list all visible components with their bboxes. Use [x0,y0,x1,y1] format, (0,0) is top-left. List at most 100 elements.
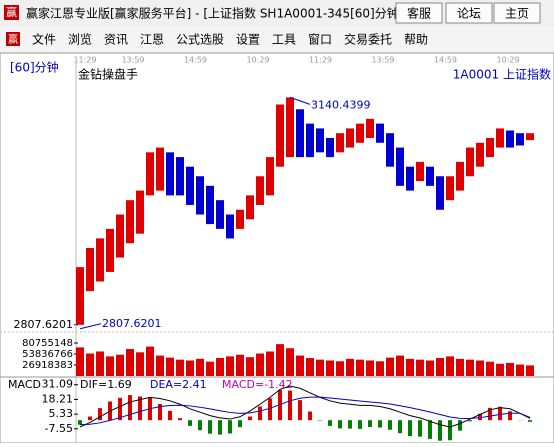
time-label: 10:29 [246,56,269,65]
volume-bar [186,360,194,376]
macd-bar [198,420,202,430]
y-tick-label: 18.21 [42,392,74,405]
app-icon-glyph: 赢 [6,5,17,19]
price-bar [496,128,504,147]
price-bar [316,128,324,152]
volume-bar [226,356,234,376]
menu-item[interactable]: 设置 [236,33,260,47]
price-bar [106,229,114,272]
macd-bar [208,420,212,433]
time-label: 14:59 [184,56,207,65]
price-bar [116,215,124,258]
legend-entry: DIF=1.69 [80,378,132,391]
volume-bar [286,348,294,376]
price-bar [456,162,464,191]
price-bar [336,133,344,152]
price-bar [256,176,264,205]
macd-bar [268,398,272,420]
volume-bar [386,358,394,376]
time-label: 14:59 [434,56,457,65]
volume-bar [336,361,344,376]
macd-bar [428,420,432,439]
menu-item[interactable]: 浏览 [68,32,92,47]
y-tick-label: 26918383 [22,360,73,371]
price-bar [166,152,174,195]
time-label: 13:59 [371,56,394,65]
price-bar [356,124,364,143]
volume-bar [416,360,424,376]
volume-bar [346,359,354,376]
time-label: 11:29 [73,56,96,65]
volume-bar [446,356,454,376]
macd-bar [98,408,102,420]
macd-bar [458,420,462,430]
volume-bar [86,354,94,376]
volume-bar [146,347,154,376]
price-bar [346,128,354,147]
macd-bar [368,420,372,427]
time-label: 13:59 [121,56,144,65]
time-label: 11:29 [309,56,332,65]
window-button-label[interactable]: 论坛 [457,7,481,21]
window-button-label[interactable]: 客服 [407,6,431,21]
annotation: 2807.6201 [102,317,162,330]
volume-bar [316,360,324,376]
volume-bar [496,364,504,376]
macd-bar [358,420,362,429]
indicator-title: MACD [8,378,41,391]
macd-bar [338,420,342,428]
price-bar [516,133,524,145]
macd-bar [258,407,262,421]
price-bar [196,176,204,214]
volume-bar [126,349,134,376]
menu-item[interactable]: 窗口 [308,33,332,47]
price-bar [396,148,404,186]
volume-bar [396,356,404,376]
macd-bar [188,420,192,426]
price-bar [216,200,224,229]
volume-bar [296,356,304,376]
window-button-label[interactable]: 主页 [505,7,529,21]
volume-bar [456,359,464,376]
legend-entry: DEA=2.41 [150,378,207,391]
price-bar [366,119,374,138]
menu-item[interactable]: 交易委托 [344,32,392,47]
price-bar [176,157,184,195]
volume-bar [486,362,494,376]
period-label: [60]分钟 [10,60,59,75]
volume-bar [236,355,244,376]
y-tick-label: 2807.6201 [14,318,74,331]
macd-bar [168,411,172,420]
volume-bar [526,365,534,376]
price-bar [386,133,394,166]
time-label: 10:29 [496,56,519,65]
menu-item[interactable]: 资讯 [104,33,128,47]
volume-bar [96,351,104,376]
volume-bar [216,358,224,376]
price-bar [186,167,194,205]
macd-bar [248,417,252,421]
macd-bar [328,420,332,426]
volume-bar [106,356,114,376]
price-bar [266,157,274,195]
macd-bar [418,420,422,436]
price-bar [126,200,134,243]
menu-item[interactable]: 公式选股 [176,33,224,47]
y-tick-label: 5.33 [49,407,74,420]
volume-bar [256,354,264,376]
menu-item[interactable]: 江恩 [140,33,164,47]
volume-bar [116,355,124,376]
price-bar [376,124,384,143]
price-bar [526,133,534,140]
menu-item[interactable]: 帮助 [404,33,428,47]
price-bar [486,138,494,157]
macd-bar [308,412,312,421]
volume-bar [306,358,314,376]
macd-bar [388,420,392,430]
volume-bar [266,351,274,376]
menu-item[interactable]: 工具 [272,33,296,47]
menu-item[interactable]: 文件 [32,32,56,47]
volume-bar [516,365,524,376]
macd-bar [408,420,412,436]
